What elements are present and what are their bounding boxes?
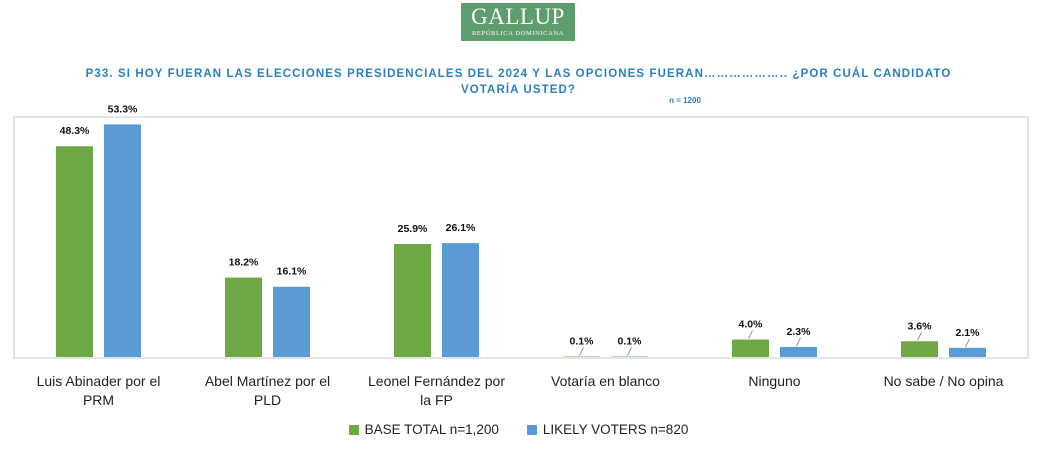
- data-label-likely-5: 2.1%: [956, 327, 981, 339]
- data-label-likely-0: 53.3%: [108, 103, 138, 115]
- category-label-1-line-0: Abel Martínez por el: [205, 373, 330, 389]
- category-label-3-line-0: Votaría en blanco: [551, 373, 660, 389]
- data-label-base-1: 18.2%: [229, 257, 259, 269]
- bar-base-2: [394, 243, 431, 357]
- leader-line-likely-4: [796, 337, 801, 347]
- bar-base-4: [732, 339, 769, 357]
- bar-likely-2: [442, 243, 479, 357]
- legend-item-base: BASE TOTAL n=1,200: [348, 422, 499, 437]
- bar-likely-0: [104, 124, 141, 357]
- data-label-base-0: 48.3%: [60, 125, 90, 137]
- legend-label-likely: LIKELY VOTERS n=820: [542, 422, 689, 437]
- legend-swatch-base: [348, 424, 359, 435]
- logo-subtitle: REPÚBLICA DOMINICANA: [472, 30, 564, 37]
- category-label-4-line-0: Ninguno: [748, 373, 800, 389]
- data-label-base-4: 4.0%: [739, 319, 764, 331]
- leader-line-likely-5: [965, 338, 970, 348]
- bar-base-0: [56, 146, 93, 357]
- bar-base-1: [225, 277, 262, 357]
- data-label-base-5: 3.6%: [908, 320, 933, 332]
- legend: BASE TOTAL n=1,200 LIKELY VOTERS n=820: [0, 422, 1037, 437]
- bar-likely-5: [949, 347, 986, 357]
- category-label-2-line-0: Leonel Fernández por: [368, 373, 505, 389]
- plot-frame: [13, 116, 1029, 359]
- legend-swatch-likely: [526, 424, 537, 435]
- data-label-likely-3: 0.1%: [618, 336, 643, 348]
- question-line-2: VOTARÍA USTED?: [460, 84, 577, 96]
- category-label-2-line-1: la FP: [420, 392, 453, 408]
- question-line-1: P33. SI HOY FUERAN LAS ELECCIONES PRESID…: [85, 68, 952, 80]
- data-label-base-2: 25.9%: [398, 223, 428, 235]
- leader-line-base-5: [917, 332, 922, 341]
- leader-line-base-4: [748, 330, 753, 339]
- category-label-1-line-1: PLD: [254, 392, 281, 408]
- bar-likely-1: [273, 286, 310, 357]
- bar-base-5: [901, 341, 938, 357]
- leader-line-likely-3: [627, 347, 632, 356]
- category-label-5-line-0: No sabe / No opina: [884, 373, 1004, 389]
- bar-likely-4: [780, 346, 817, 357]
- data-label-likely-2: 26.1%: [446, 222, 476, 234]
- data-label-likely-4: 2.3%: [787, 326, 812, 338]
- sample-size: n = 1200: [669, 96, 701, 105]
- question-title: P33. SI HOY FUERAN LAS ELECCIONES PRESID…: [0, 66, 1037, 98]
- gallup-logo: GALLUP REPÚBLICA DOMINICANA: [461, 3, 575, 41]
- category-label-0-line-1: PRM: [83, 392, 114, 408]
- category-label-0-line-0: Luis Abinader por el: [37, 373, 161, 389]
- data-label-likely-1: 16.1%: [277, 266, 307, 278]
- legend-label-base: BASE TOTAL n=1,200: [364, 422, 499, 437]
- data-label-base-3: 0.1%: [570, 336, 595, 348]
- legend-item-likely: LIKELY VOTERS n=820: [526, 422, 689, 437]
- leader-line-base-3: [579, 347, 584, 356]
- logo-name: GALLUP: [471, 4, 565, 29]
